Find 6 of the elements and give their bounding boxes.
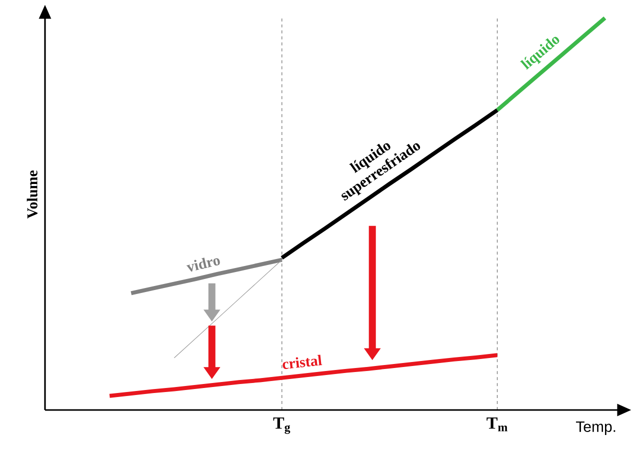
x-tick-label: T$_{m}$ <box>486 418 508 432</box>
x-tick-label: T$_{g}$ <box>273 418 290 434</box>
x-axis-title: Temp. <box>576 422 616 435</box>
y-axis-title: Volume <box>26 170 38 219</box>
text: vidro <box>186 258 220 272</box>
text: cristal <box>282 354 322 369</box>
